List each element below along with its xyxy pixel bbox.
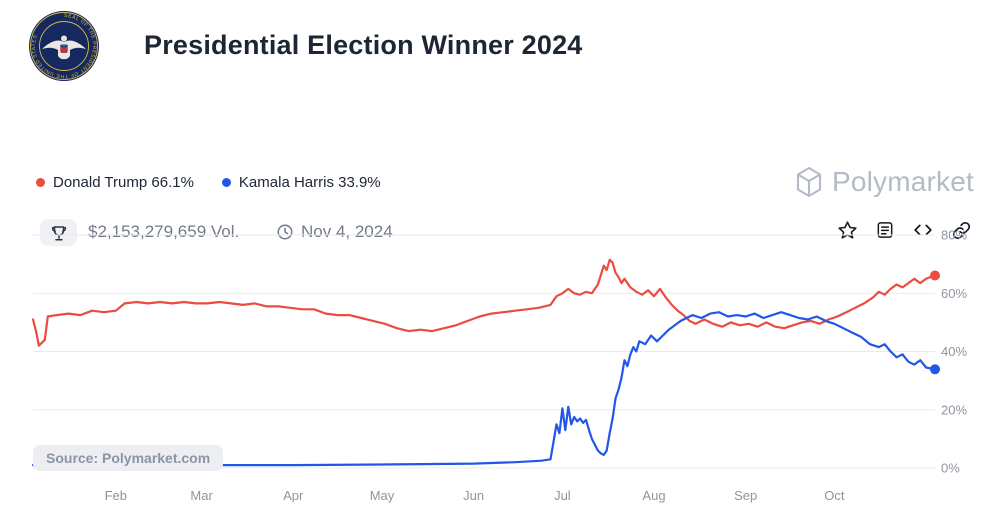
svg-text:Feb: Feb — [105, 488, 127, 503]
presidential-seal-icon: SEAL OF THE PRESIDENT OF THE UNITED STAT… — [29, 11, 99, 81]
clock-icon — [276, 223, 294, 241]
svg-text:Aug: Aug — [642, 488, 665, 503]
svg-text:40%: 40% — [941, 344, 967, 359]
harris-legend-dot — [221, 178, 231, 187]
harris-legend-label: Kamala Harris 33.9% — [238, 174, 381, 191]
svg-text:Sep: Sep — [734, 488, 757, 503]
polymarket-logo-icon — [796, 166, 822, 198]
svg-text:Jul: Jul — [554, 488, 571, 503]
svg-text:Mar: Mar — [190, 488, 213, 503]
election-chart-svg[interactable]: 0% 20% 40% 60% 80% Feb Mar Apr May Jun Jul Aug Sep Oc… — [0, 220, 1000, 517]
market-stats-row: $2,153,279,659 Vol. Nov 4, 2024 — [0, 108, 1000, 246]
source-label: Source: Polymarket.com — [33, 445, 224, 471]
chart-legend: Donald Trump 66.1% Kamala Harris 33.9% — [36, 174, 381, 191]
svg-text:May: May — [370, 488, 395, 503]
legend-item-harris: Kamala Harris 33.9% — [221, 174, 381, 191]
news-article-icon — [877, 222, 893, 238]
star-icon — [837, 220, 857, 239]
trump-legend-label: Donald Trump 66.1% — [53, 174, 194, 191]
end-date-text: Nov 4, 2024 — [301, 222, 393, 241]
news-button[interactable] — [874, 219, 896, 241]
polymarket-watermark-text: Polymarket — [831, 166, 974, 197]
copy-link-button[interactable] — [950, 219, 972, 241]
price-chart[interactable]: 0% 20% 40% 60% 80% Feb Mar Apr May Jun Jul Aug Sep Oc… — [0, 220, 1000, 517]
svg-text:60%: 60% — [941, 286, 967, 301]
code-brackets-icon — [914, 224, 932, 236]
svg-text:80%: 80% — [941, 228, 967, 243]
polymarket-watermark: Polymarket — [794, 165, 974, 199]
trump-legend-dot — [36, 178, 45, 187]
market-title: Presidential Election Winner 2024 — [144, 30, 583, 60]
legend-item-trump: Donald Trump 66.1% — [36, 174, 194, 191]
link-icon — [952, 221, 970, 239]
market-action-buttons — [836, 219, 972, 241]
svg-text:Apr: Apr — [283, 488, 304, 503]
svg-text:0%: 0% — [941, 461, 960, 476]
bookmark-star-button[interactable] — [836, 219, 858, 241]
svg-text:Oct: Oct — [824, 488, 845, 503]
embed-code-button[interactable] — [912, 219, 934, 241]
volume-text: $2,153,279,659 Vol. — [88, 222, 240, 241]
svg-text:Jun: Jun — [463, 488, 484, 503]
presidential-seal-logo: SEAL OF THE PRESIDENT OF THE UNITED STAT… — [28, 10, 100, 82]
svg-text:20%: 20% — [941, 402, 967, 417]
